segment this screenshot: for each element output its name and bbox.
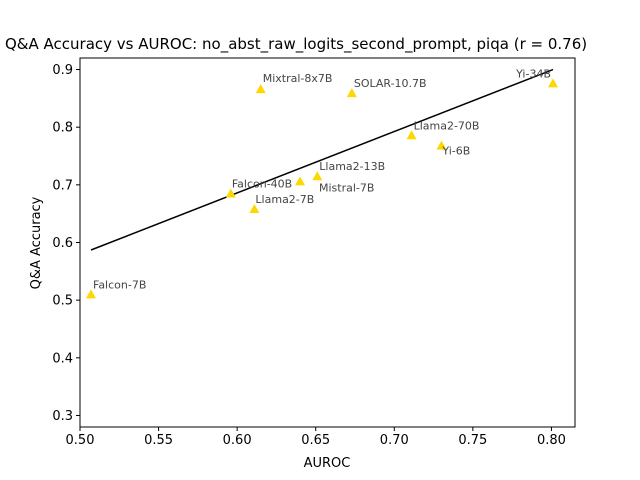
plot-area: Falcon-7B Falcon-40B Llama2-7B Mixtral-8x7B… [52,57,576,448]
y-tick-label: 0.9 [52,63,73,78]
point-label: Yi-6B [441,145,470,158]
y-axis-label: Q&A Accuracy [29,196,44,289]
point-label: Llama2-70B [414,119,480,132]
x-tick-label: 0.55 [144,433,173,448]
x-axis-label: AUROC [304,456,351,471]
data-point [86,289,96,299]
y-tick-label: 0.5 [52,294,73,309]
data-point [249,204,260,214]
x-tick-label: 0.60 [223,433,252,448]
point-label: Yi-34B [515,67,551,80]
point-label: Falcon-40B [232,177,292,190]
data-point [312,171,323,181]
point-label: Falcon-7B [93,278,146,291]
x-tick-label: 0.75 [458,433,487,448]
point-label: Llama2-7B [255,193,314,206]
data-point [255,84,266,94]
x-tick-label: 0.80 [537,433,566,448]
point-label: Llama2-13B [319,160,385,173]
y-tick-label: 0.4 [52,351,73,366]
x-tick-label: 0.65 [301,433,330,448]
point-label: SOLAR-10.7B [354,77,427,90]
regression-line [90,68,554,251]
data-point [346,88,357,98]
data-point [225,188,236,198]
data-point [295,176,305,186]
y-tick-label: 0.6 [52,236,73,251]
data-point [406,130,417,140]
data-point [436,140,447,150]
x-tick-label: 0.70 [380,433,409,448]
y-tick-label: 0.7 [52,178,73,193]
y-tick-label: 0.3 [52,409,73,424]
point-label: Mixtral-8x7B [263,72,333,85]
y-tick-label: 0.8 [52,121,73,136]
point-label: Mistral-7B [319,181,374,194]
chart-title: Q&A Accuracy vs AUROC: no_abst_raw_logit… [5,35,587,54]
data-point [548,78,558,88]
x-tick-label: 0.50 [66,433,95,448]
